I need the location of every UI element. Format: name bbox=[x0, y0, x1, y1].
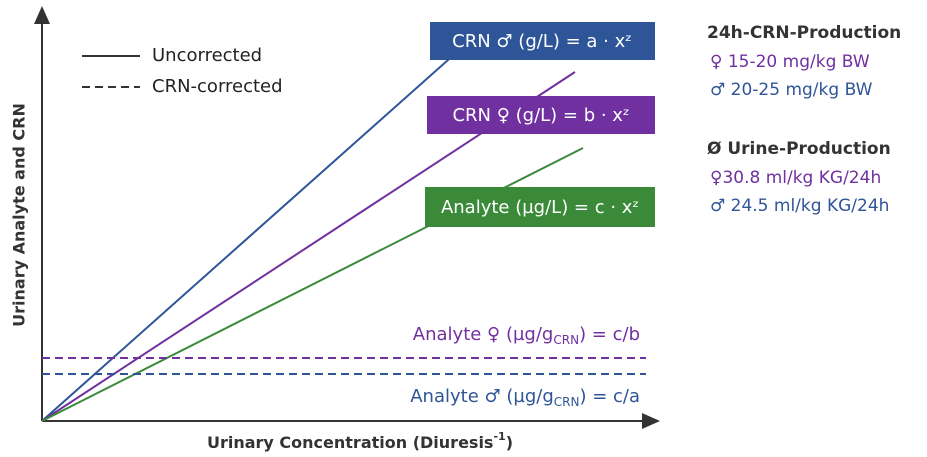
legend-label: Uncorrected bbox=[152, 45, 262, 66]
corrected-suffix: ) = c/b bbox=[579, 324, 640, 345]
info-line: ♀ 15-20 mg/kg BW bbox=[710, 52, 870, 72]
corrected-prefix: Analyte ♀ (µg/g bbox=[413, 324, 554, 345]
equation-label: CRN ♂ (g/L) = a · xᶻ bbox=[452, 31, 632, 52]
corrected-label: Analyte ♀ (µg/gCRN) = c/b bbox=[413, 324, 640, 347]
x-label-sup: -1 bbox=[493, 430, 505, 443]
x-label-end: ) bbox=[506, 433, 513, 452]
info-line: ♀30.8 ml/kg KG/24h bbox=[710, 168, 881, 188]
info-line: ♂ 24.5 ml/kg KG/24h bbox=[710, 196, 889, 216]
legend-label: CRN-corrected bbox=[152, 76, 283, 97]
x-label-text: Urinary Concentration (Diuresis bbox=[207, 433, 493, 452]
equation-label: Analyte (µg/L) = c · xᶻ bbox=[441, 197, 639, 218]
corrected-sub: CRN bbox=[553, 333, 579, 347]
crn-male-line bbox=[41, 43, 467, 422]
corrected-sub: CRN bbox=[554, 395, 580, 409]
equation-label: CRN ♀ (g/L) = b · xᶻ bbox=[452, 105, 629, 126]
info-line: ♂ 20-25 mg/kg BW bbox=[710, 80, 873, 100]
equation-box bbox=[425, 187, 655, 227]
y-axis-label: Urinary Analyte and CRN bbox=[10, 103, 29, 327]
corrected-suffix: ) = c/a bbox=[579, 386, 640, 407]
equation-box bbox=[430, 22, 655, 60]
info-title: 24h-CRN-Production bbox=[707, 23, 901, 43]
x-axis-label: Urinary Concentration (Diuresis-1) bbox=[207, 430, 513, 452]
corrected-label: Analyte ♂ (µg/gCRN) = c/a bbox=[410, 386, 640, 409]
corrected-prefix: Analyte ♂ (µg/g bbox=[410, 386, 554, 407]
info-title: Ø Urine-Production bbox=[707, 139, 891, 159]
equation-box bbox=[427, 96, 655, 134]
